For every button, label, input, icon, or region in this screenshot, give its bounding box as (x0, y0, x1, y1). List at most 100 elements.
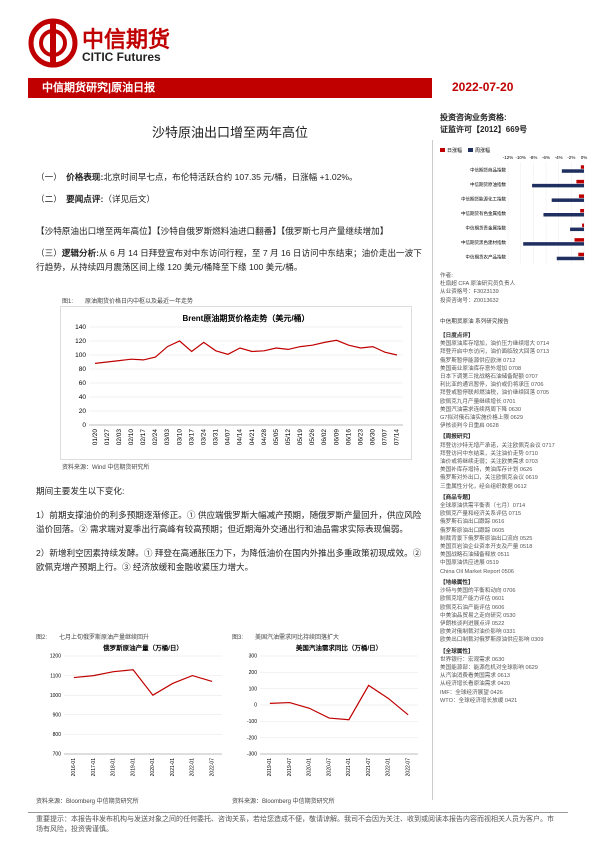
x-tick-label: 01/27 (104, 429, 111, 446)
y-tick-label: 中信期货能源化工指数 (461, 195, 506, 202)
report-link[interactable]: 中美油品贸易之走向研究 0530 (440, 612, 516, 619)
report-link[interactable]: 利比亚的通讯暂停，油价或仍将承压 0706 (440, 382, 544, 389)
x-tick-label: 07/14 (394, 429, 401, 446)
report-link[interactable]: 拜登开启中东访问，油价面临较大回落 0713 (440, 349, 550, 356)
text: 从业资格号：F3023139 (440, 289, 499, 296)
caption: 图2: 七月上旬俄罗斯原油产量继续回升 (36, 635, 150, 641)
figure: 俄罗斯原油产量（万桶/日） 700 800 900 1000 1100 1200 2016-0… (50, 643, 222, 777)
report-link[interactable]: 俄罗斯石油出口跟踪 0616 (440, 519, 505, 526)
x-tick-label: 02/10 (128, 429, 135, 446)
report-link[interactable]: 油价或将继续走弱；关注欧美需求 0703 (440, 459, 538, 466)
report-link[interactable]: 欧美对俄制裁对油价影响 0331 (440, 629, 516, 636)
bar (580, 209, 584, 213)
report-link[interactable]: 俄罗斯原油出口跟踪 0605 (440, 527, 505, 534)
text: 投资咨询号：Z0013632 (440, 297, 499, 304)
legend-swatch (468, 148, 473, 152)
paragraph: 1）前期支撑油价的利多预期逐渐修正。① 供应端俄罗斯大幅减产预期，随俄罗斯产量回… (36, 510, 422, 534)
x-tick-label: 05/26 (309, 429, 316, 446)
text: 北京时间早七点，布伦特活跃合约 107.35 元/桶，日涨幅 +1.02%。 (103, 172, 358, 182)
report-link[interactable]: 美国战略石油储备释放 0511 (440, 552, 510, 559)
report-link[interactable]: 伊朗核谈判进展点评 0522 (440, 620, 505, 627)
y-tick-label: 200 (249, 670, 258, 676)
x-tick-label: 2019-01 (267, 758, 273, 777)
report-link[interactable]: 欧佩克增产能力评估 0601 (440, 596, 505, 603)
y-tick-label: 中信期货商品指数 (470, 166, 506, 173)
report-link[interactable]: 制裁背景下俄罗斯原油出口流向 0525 (440, 535, 533, 542)
x-tick-label: 04/07 (225, 429, 232, 446)
text: 作者: (440, 273, 453, 279)
report-link[interactable]: 三重属性分化，经合组织数据 0612 (440, 483, 527, 490)
report-link[interactable]: 拜登访问中东结束，关注油价走势 0710 (440, 450, 538, 457)
legend-label: 周涨幅 (475, 147, 490, 154)
x-tick-label: 2022-07 (209, 758, 215, 777)
date: 2022-07-20 (452, 80, 514, 94)
report-link[interactable]: 美国原油库存增加，油价压力继续增大 0714 (440, 341, 550, 348)
report-link[interactable]: 全球原油供需平衡表（七月）0714 (440, 503, 526, 510)
report-link[interactable]: 伊核谈判今日重启 0628 (440, 423, 499, 430)
report-link[interactable]: 美国页岩油企业资本开支及产量 0518 (440, 544, 533, 551)
legend-swatch (440, 148, 445, 152)
qualification: 投资咨询业务资格: 证监许可【2012】669号 (440, 112, 527, 136)
report-link[interactable]: China Oil Market Report 0506 (440, 568, 514, 575)
report-link[interactable]: 拜登或暂停联邦燃油税，油价继续回落 0705 (440, 390, 550, 397)
source: 资料来源：Wind 中信期货研究所 (62, 465, 150, 471)
figure: Brent原油期货价格走势（美元/桶） 0 20 40 60 80 100 120 140 01/… (60, 306, 412, 460)
y-tick-label: 100 (75, 352, 86, 359)
report-link[interactable]: G7拟对俄石油实施价格上限 0629 (440, 415, 523, 422)
source: 资料来源：Bloomberg 中信期货研究所 (36, 799, 139, 805)
report-link[interactable]: 世界银行：宏观需求 0630 (440, 656, 505, 663)
x-tick-label: 04/28 (261, 429, 268, 446)
section-heading: 【日度点评】 (440, 333, 474, 339)
y-tick-label: 20 (79, 408, 87, 415)
report-link[interactable]: 拜登访沙特无增产承诺，关注欧佩克会议 0717 (440, 442, 555, 449)
label: 要闻点评: (66, 194, 104, 204)
caption: 图3: 美国汽油需求同比持续回落扩大 (232, 635, 340, 641)
report-link[interactable]: 欧美出口制裁对俄罗斯原油供应影响 0309 (440, 637, 544, 644)
report-link[interactable]: 俄罗斯暂停能源供应欧洲 0712 (440, 357, 516, 364)
y-tick-label: 中信期货农产品指数 (466, 254, 507, 261)
footer: 重要提示：本报告非发布机构与发送对象之间的任何委托、咨询关系，若给您造成不便，敬… (36, 816, 554, 833)
report-link[interactable]: 沙特与美国的平衡和动向 0706 (440, 588, 516, 595)
y-tick-label: 40 (79, 394, 87, 401)
section-heading: 【商品专题】 (440, 494, 474, 501)
x-tick-label: 06/09 (333, 429, 340, 446)
text: 从 6 月 14 日拜登宣布对中东访问行程，至 7 月 16 日访问中东结束；油… (36, 248, 422, 272)
text: 杜扇超 CFA 原油研究员负责人 (440, 281, 516, 288)
x-tick-label: 0% (581, 155, 588, 160)
report-link[interactable]: IMF：全球经济展望 0426 (440, 689, 503, 696)
logo-cn: 中信期货 (82, 27, 171, 52)
x-tick-label: -12% (503, 155, 514, 160)
x-tick-label: 2020-01 (307, 758, 313, 777)
report-link[interactable]: 美国能源部：能源危机对全球影响 0629 (440, 664, 538, 671)
caption: 图1: 原油期货价格日内中枢以及最近一年走势 (62, 299, 194, 305)
y-tick-label: 1200 (50, 654, 61, 660)
y-tick-label: 中信期货贵金属指数 (466, 225, 507, 232)
report-link[interactable]: 欧佩克九月产量继续增长 0701 (440, 398, 516, 405)
report-link[interactable]: WTO：全球经济增长放缓 0421 (440, 697, 518, 704)
report-link[interactable]: 从汽油消费看美国需求 0613 (440, 673, 510, 680)
x-tick-label: 02/24 (152, 429, 159, 446)
x-tick-label: 2022-01 (190, 758, 196, 777)
divider (432, 140, 433, 800)
y-tick-label: 中信期货原油指数 (470, 181, 506, 188)
y-tick-label: 800 (53, 732, 62, 738)
chart-title: Brent原油期货价格走势（美元/桶） (182, 313, 309, 323)
bar (574, 238, 584, 242)
report-link[interactable]: 从经济增长看原油需求 0420 (440, 681, 510, 688)
section-heading: 【周报研究】 (440, 434, 474, 441)
x-tick-label: 06/02 (321, 429, 328, 446)
report-link[interactable]: 中国原油供应进展 0519 (440, 560, 499, 567)
sidebar-chart: 日涨幅 周涨幅 -12% -10% -8% -6% -4% -2% 0% 中信期货商品指数中信期货… (440, 147, 588, 264)
logo-mark (28, 18, 78, 68)
report-link[interactable]: 美国补库存增持，美油库存计划 0626 (440, 467, 533, 474)
report-link[interactable]: 俄罗斯对外出口，关注欧佩克会议 0619 (440, 475, 538, 482)
line (94, 339, 398, 364)
report-link[interactable]: 欧佩克产量和经济关系评估 0715 (440, 511, 522, 518)
report-link[interactable]: 欧佩克石油产能评估 0606 (440, 604, 505, 611)
report-link[interactable]: 美国商业原油库存意外增加 0708 (440, 365, 522, 372)
report-link[interactable]: 日本下调第三批战略石油储备配额 0707 (440, 374, 538, 381)
x-tick-label: -6% (542, 155, 550, 160)
report-link[interactable]: 美国汽油需求连续两周下降 0630 (440, 406, 522, 413)
num: （一） (36, 172, 58, 182)
title: 沙特原油出口增至两年高位 (151, 125, 308, 140)
